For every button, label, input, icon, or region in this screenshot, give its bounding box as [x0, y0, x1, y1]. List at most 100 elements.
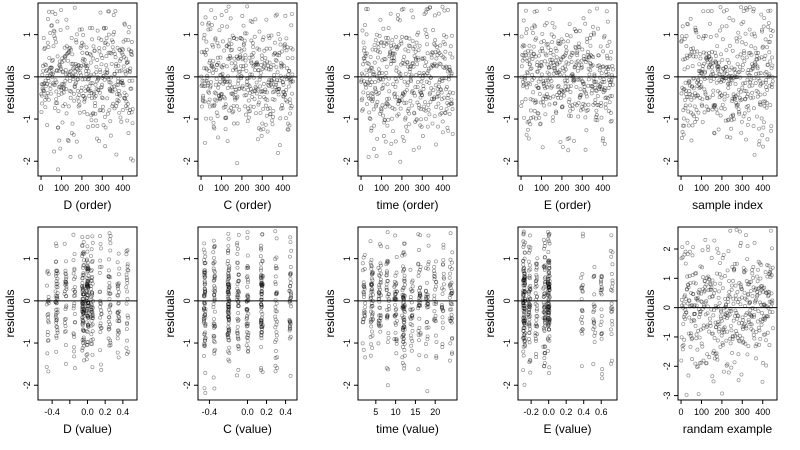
- panel-9-point: [541, 325, 546, 330]
- panel-5-point: [683, 106, 688, 110]
- panel-9-point: [546, 284, 551, 288]
- panel-9-point: [545, 337, 550, 342]
- panel-5-plot-frame: [677, 2, 778, 177]
- panel-6-point: [90, 341, 95, 346]
- panel-4-point: [533, 37, 538, 42]
- panel-7-point: [225, 335, 230, 340]
- panel-7-point: [227, 285, 232, 290]
- panel-1-point: [120, 52, 125, 57]
- panel-8-point: [377, 291, 382, 296]
- panel-7-point: [288, 240, 293, 245]
- panel-5-point: [753, 81, 758, 85]
- panel-3-point: [409, 103, 414, 108]
- panel-5-point: [729, 65, 734, 70]
- panel-5-point: [706, 54, 711, 59]
- panel-4-x-tick-label: 200: [554, 183, 569, 193]
- panel-3-point: [384, 35, 388, 40]
- panel-4-point: [554, 70, 559, 75]
- panel-9-point: [546, 269, 551, 274]
- panel-5-point: [766, 39, 771, 44]
- panel-5-point: [702, 70, 707, 75]
- panel-2-point: [229, 61, 234, 66]
- panel-8-point: [440, 307, 445, 312]
- panel-5-point: [686, 22, 690, 27]
- panel-9-point: [599, 332, 604, 337]
- panel-5-point: [768, 8, 773, 13]
- panel-3-point: [418, 73, 422, 78]
- panel-7-point: [227, 345, 232, 350]
- panel-8-point: [400, 334, 405, 339]
- panel-4-point: [578, 87, 583, 92]
- panel-10-point: [741, 318, 746, 323]
- panel-8-point: [379, 244, 384, 249]
- panel-2-point: [227, 56, 232, 61]
- panel-9-point: [609, 318, 614, 323]
- panel-5-point: [710, 69, 715, 74]
- panel-8-point: [449, 291, 454, 296]
- panel-5-point: [752, 31, 757, 36]
- panel-3-point: [362, 23, 367, 28]
- panel-1-point: [102, 41, 107, 45]
- panel-6-point: [89, 318, 94, 323]
- panel-8-point: [401, 317, 406, 322]
- panel-9-point: [527, 360, 532, 365]
- panel-7-point: [202, 354, 206, 358]
- panel-6-point: [99, 367, 104, 372]
- panel-3-point: [425, 51, 430, 56]
- panel-6-point: [81, 328, 86, 333]
- panel-6-point: [89, 278, 94, 283]
- panel-5-point: [714, 54, 718, 58]
- panel-8-point: [368, 260, 373, 265]
- panel-10-point: [695, 347, 700, 352]
- panel-2-point: [209, 80, 214, 85]
- panel-7-point: [245, 292, 250, 297]
- panel-1-point: [100, 75, 105, 80]
- panel-6-point: [107, 257, 111, 262]
- panel-2-point: [228, 48, 233, 53]
- panel-3-point: [418, 107, 423, 111]
- panel-9-point: [527, 302, 532, 307]
- panel-6-point: [84, 258, 89, 263]
- panel-3-point: [412, 54, 417, 59]
- panel-5-point: [730, 48, 735, 53]
- panel-9-point: [528, 267, 533, 272]
- panel-10-point: [725, 268, 730, 273]
- panel-1-point: [99, 62, 104, 67]
- panel-10-point: [712, 336, 717, 340]
- panel-3-point: [374, 154, 379, 159]
- panel-5-point: [680, 85, 685, 90]
- panel-8-point: [369, 324, 374, 329]
- panel-4-point: [545, 62, 550, 67]
- panel-9-point: [526, 299, 531, 304]
- panel-4-point: [528, 82, 532, 87]
- panel-9-point: [547, 231, 552, 236]
- panel-8-point: [386, 292, 391, 296]
- panel-7-point: [203, 390, 208, 395]
- panel-10-point: [740, 336, 745, 341]
- panel-8-point: [369, 287, 374, 292]
- panel-2-point: [277, 50, 282, 55]
- panel-9-point: [534, 351, 538, 356]
- panel-7-point: [289, 291, 294, 296]
- panel-2-point: [209, 63, 214, 68]
- panel-9-point: [527, 295, 531, 300]
- panel-6-point: [124, 327, 129, 331]
- panel-2-point: [281, 63, 286, 68]
- panel-7-point: [203, 336, 208, 340]
- panel-2-point: [210, 103, 215, 108]
- panel-1-point: [56, 93, 61, 97]
- panel-8-point: [376, 297, 381, 302]
- panel-6-point: [84, 289, 89, 293]
- panel-7-point: [274, 290, 279, 295]
- panel-10-point: [717, 289, 721, 294]
- panel-4-point: [520, 79, 525, 84]
- panel-6-point: [81, 301, 85, 306]
- panel-1-point: [99, 95, 104, 100]
- panel-7-point: [226, 251, 231, 256]
- panel-9-point: [545, 313, 550, 317]
- panel-2-point: [240, 14, 245, 18]
- panel-10-point: [742, 290, 747, 295]
- panel-4-point: [548, 95, 553, 100]
- panel-4-point: [523, 74, 528, 78]
- panel-1-point: [41, 82, 46, 87]
